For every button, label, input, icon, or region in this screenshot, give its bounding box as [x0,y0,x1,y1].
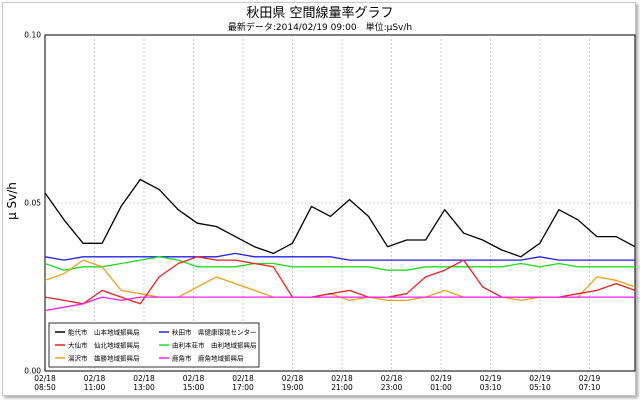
x-tick-date: 02/18 [34,374,56,383]
x-tick-date: 02/18 [183,374,205,383]
x-tick-time: 03:10 [480,383,502,392]
legend-entry: 能代市 山本地域振興局 [68,327,140,336]
series-line-0 [44,178,636,258]
x-axis-ticks: 02/1808:5002/1811:0002/1813:0002/1815:00… [34,374,600,392]
x-tick-date: 02/19 [529,374,551,383]
x-tick-time: 01:00 [430,383,452,392]
y-axis-label: μ Sv/h [5,182,19,220]
x-tick-date: 02/18 [381,374,403,383]
x-tick-time: 08:50 [34,383,56,392]
x-tick-date: 02/19 [480,374,502,383]
x-tick-time: 15:00 [183,383,205,392]
x-tick-time: 19:00 [282,383,304,392]
legend-entry: 湯沢市 雄勝地域振興局 [68,353,140,362]
x-tick-date: 02/19 [430,374,452,383]
chart-title: 秋田県 空間線量率グラフ [246,5,393,21]
y-tick-label: 0.10 [24,31,41,40]
series-line-5 [44,296,635,312]
x-tick-time: 11:00 [84,383,106,392]
x-tick-date: 02/18 [232,374,254,383]
x-tick-time: 13:00 [133,383,155,392]
legend-entry: 鹿角市 鹿角地域振興局 [172,353,244,362]
chart-frame: 秋田県 空間線量率グラフ 最新データ:2014/02/19 09:00 単位:μ… [2,2,636,396]
x-tick-date: 02/18 [84,374,106,383]
series-line-3 [44,252,635,261]
x-tick-date: 02/19 [579,374,601,383]
legend-entry: 由利本荘市 由利地域振興局 [172,340,257,349]
plot-area [44,34,636,372]
x-tick-date: 02/18 [282,374,304,383]
legend-box [48,322,260,368]
legend-entry: 秋田市 県健康環境センター [172,327,257,336]
x-tick-date: 02/18 [133,374,155,383]
y-tick-label: 0.05 [24,199,41,208]
chart-subtitle: 最新データ:2014/02/19 09:00 単位:μSv/h [228,21,412,33]
x-tick-time: 07:10 [579,383,601,392]
grid-lines [45,35,635,371]
series-lines [44,178,636,312]
x-tick-time: 21:00 [331,383,353,392]
x-tick-time: 17:00 [232,383,254,392]
x-tick-time: 23:00 [381,383,403,392]
radiation-line-chart: 秋田県 空間線量率グラフ 最新データ:2014/02/19 09:00 単位:μ… [5,5,636,392]
x-tick-date: 02/18 [331,374,353,383]
y-axis-ticks: 0.00 0.05 0.10 [24,31,41,376]
x-tick-time: 05:10 [529,383,551,392]
series-line-4 [44,256,635,271]
y-tick-label: 0.00 [24,367,41,376]
legend-entry: 大仙市 仙北地域振興局 [68,340,140,349]
